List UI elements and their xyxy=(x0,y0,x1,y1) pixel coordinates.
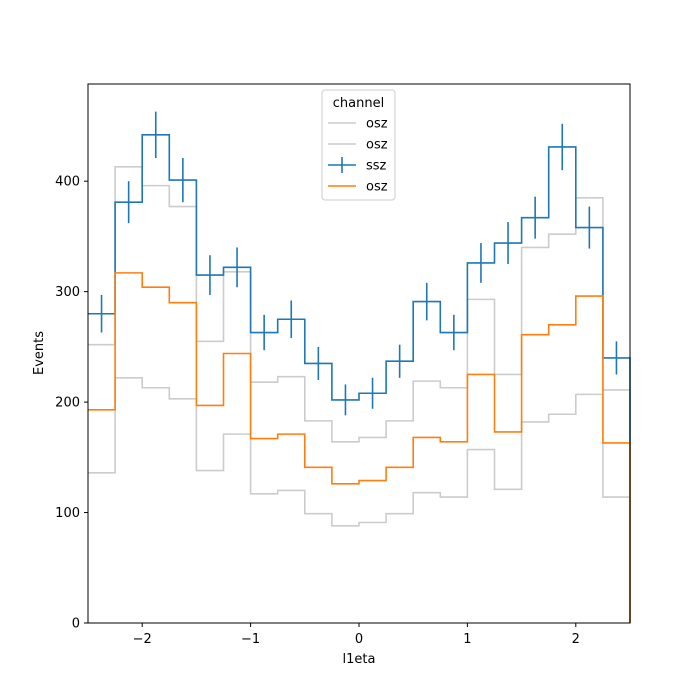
legend-label: osz xyxy=(366,138,388,153)
plot-area xyxy=(88,111,631,623)
x-tick-label: −2 xyxy=(133,632,152,647)
x-axis: −2 −1 0 1 2 xyxy=(133,623,580,647)
legend-entry: ssz xyxy=(328,157,387,174)
legend-label: osz xyxy=(366,117,388,132)
legend-entry: osz xyxy=(328,138,388,153)
legend-label: osz xyxy=(366,180,388,195)
legend-label: ssz xyxy=(366,159,387,174)
y-axis: 0 100 200 300 400 xyxy=(55,175,88,632)
series-0-osz xyxy=(88,166,631,623)
series-3-osz xyxy=(88,272,631,623)
x-tick-label: −1 xyxy=(241,632,260,647)
x-tick-label: 1 xyxy=(463,632,471,647)
series-2-ssz xyxy=(88,111,631,623)
legend-title: channel xyxy=(333,96,384,111)
y-tick-label: 100 xyxy=(55,506,80,521)
legend-box xyxy=(321,89,396,201)
legend-entry: osz xyxy=(328,180,388,195)
legend: channel osz osz ssz osz xyxy=(321,89,396,201)
y-tick-label: 400 xyxy=(55,175,80,190)
y-tick-label: 200 xyxy=(55,396,80,411)
legend-entry: osz xyxy=(328,117,388,132)
y-tick-label: 0 xyxy=(72,617,80,632)
x-tick-label: 2 xyxy=(572,632,580,647)
series-1-osz xyxy=(88,376,631,623)
series-line xyxy=(88,166,631,623)
x-tick-label: 0 xyxy=(355,632,363,647)
y-axis-label: Events xyxy=(32,331,47,375)
y-tick-label: 300 xyxy=(55,285,80,300)
x-axis-label: l1eta xyxy=(343,652,376,667)
series-line xyxy=(88,134,631,623)
series-line xyxy=(88,376,631,623)
series-line xyxy=(88,272,631,623)
